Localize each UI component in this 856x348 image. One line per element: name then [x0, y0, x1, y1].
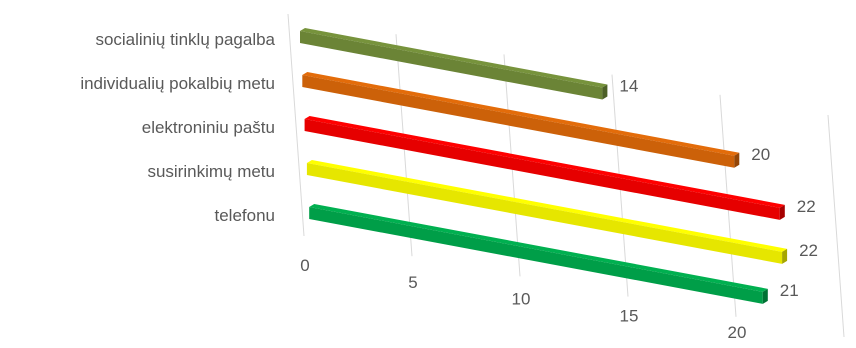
x-tick-label: 5 — [408, 273, 417, 292]
x-tick-label: 0 — [300, 256, 309, 275]
bar-top-face — [309, 204, 768, 292]
bar-end-face — [782, 248, 788, 264]
bars — [300, 28, 788, 304]
gridline-25 — [827, 114, 845, 338]
bar-end-face — [602, 84, 608, 100]
data-labels: 14 20 22 22 21 — [619, 77, 818, 300]
category-label: individualių pokalbių metu — [80, 74, 275, 93]
data-label: 20 — [751, 145, 770, 164]
bar-front-face — [300, 31, 603, 100]
bar-top-face — [304, 116, 785, 208]
gridline-0 — [287, 13, 305, 237]
bar-front-face — [306, 163, 783, 264]
bar-end-face — [734, 152, 740, 168]
category-label: telefonu — [215, 206, 276, 225]
bar-top-face — [300, 28, 608, 88]
category-labels: socialinių tinklų pagalba individualių po… — [80, 30, 275, 225]
bar-front-face — [304, 119, 780, 220]
bar-end-face — [779, 204, 785, 220]
bar-end-face — [762, 288, 768, 304]
data-label: 21 — [780, 281, 799, 300]
bar-1 — [300, 28, 608, 100]
bar-4 — [306, 160, 788, 264]
category-label: elektroniniu paštu — [142, 118, 275, 137]
x-tick-label: 20 — [728, 323, 747, 342]
x-tick-label: 10 — [512, 290, 531, 309]
category-label: susirinkimų metu — [147, 162, 275, 181]
bar-top-face — [302, 72, 740, 156]
x-tick-label: 15 — [620, 306, 639, 325]
category-label: socialinių tinklų pagalba — [95, 30, 275, 49]
bar-front-face — [309, 207, 763, 304]
data-label: 22 — [797, 197, 816, 216]
bar-3 — [304, 116, 785, 220]
bar-front-face — [302, 75, 735, 168]
bar-5 — [309, 204, 768, 304]
data-label: 14 — [619, 77, 638, 96]
data-label: 22 — [799, 241, 818, 260]
bar-2 — [302, 72, 740, 168]
bar-top-face — [306, 160, 788, 252]
